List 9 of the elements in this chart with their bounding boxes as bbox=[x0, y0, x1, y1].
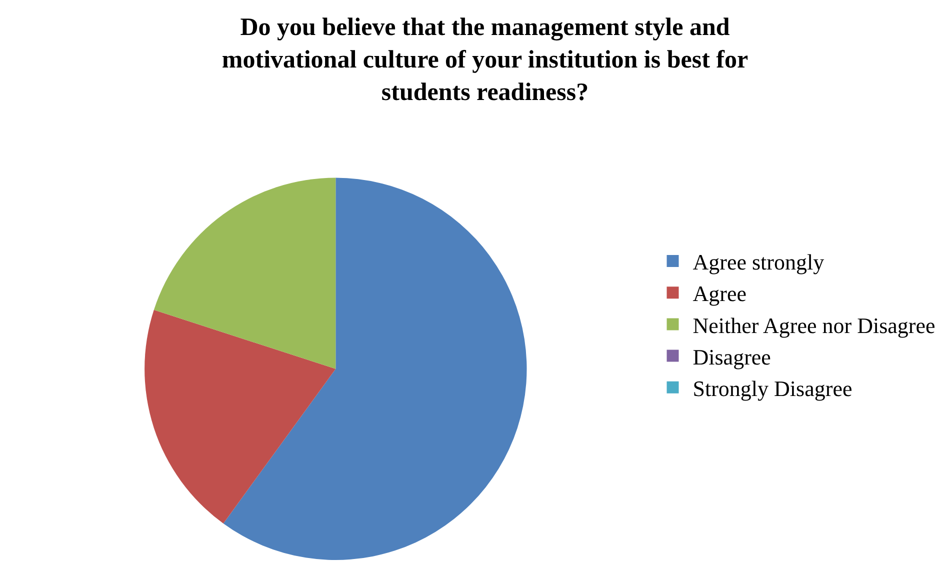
legend-label: Agree bbox=[692, 281, 746, 306]
legend-label: Agree strongly bbox=[692, 250, 824, 275]
pie-slice bbox=[144, 310, 336, 524]
chart-title: Do you believe that the management style and motivational culture of your institution is best for students readiness? bbox=[222, 14, 748, 106]
pie-slice bbox=[154, 178, 336, 369]
pie-slice bbox=[223, 178, 527, 560]
legend-label: Disagree bbox=[692, 344, 771, 370]
legend-label: Strongly Disagree bbox=[692, 376, 852, 401]
legend-label: Neither Agree nor Disagree bbox=[692, 312, 936, 338]
